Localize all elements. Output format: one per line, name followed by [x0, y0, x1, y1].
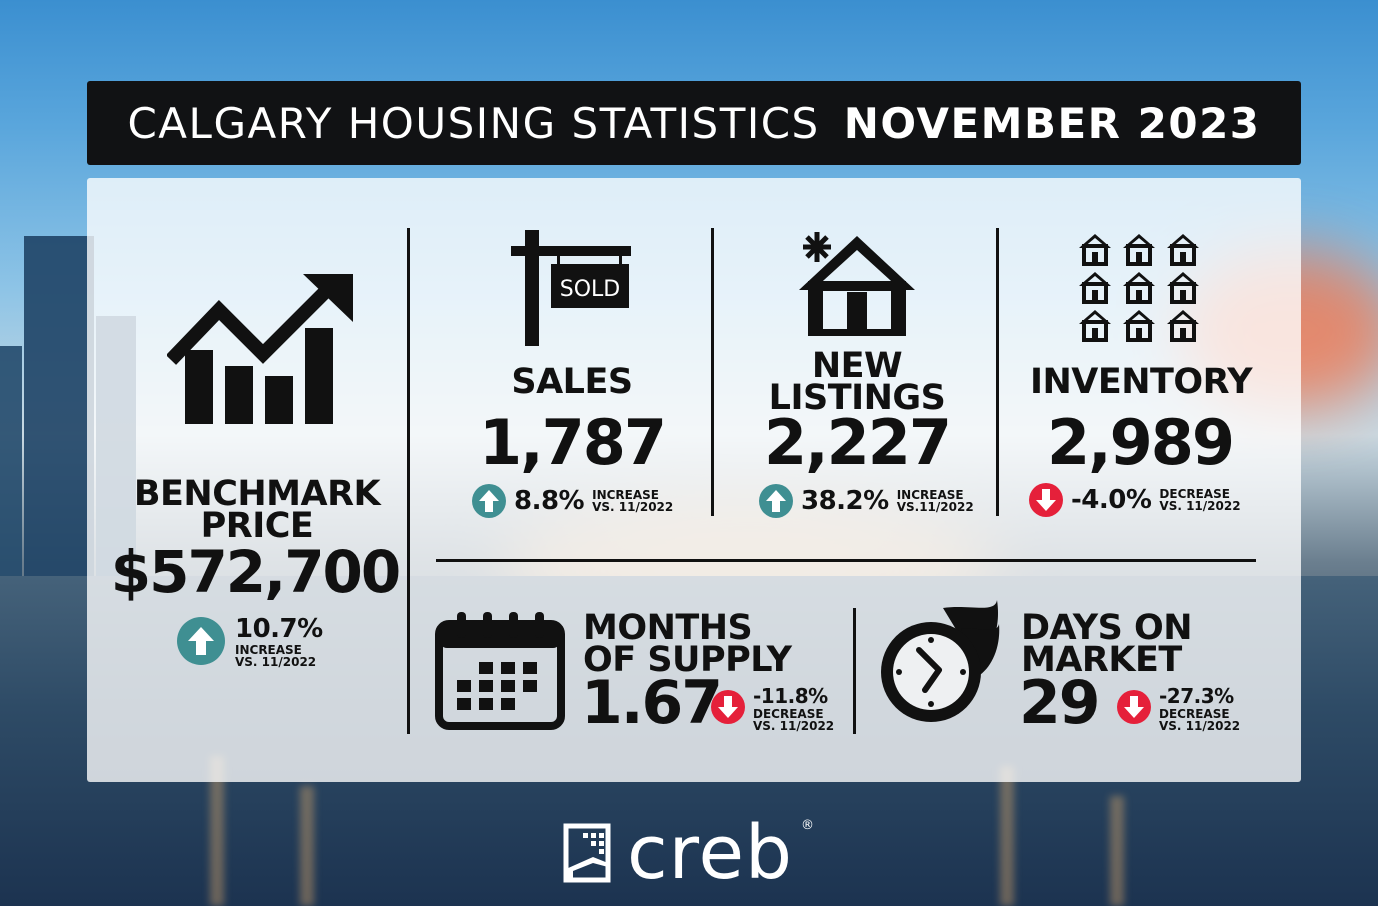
decrease-arrow-icon: [711, 690, 745, 724]
months-supply-label-2: OF SUPPLY: [583, 640, 792, 680]
divider-horizontal: [436, 559, 1256, 562]
new-listings-label: NEW: [811, 346, 903, 386]
divider-vertical: [996, 228, 999, 516]
divider-vertical: [853, 608, 856, 734]
days-on-market-compare: VS. 11/2022: [1159, 719, 1241, 733]
divider-vertical: [407, 228, 410, 734]
months-supply-label: MONTHS: [583, 608, 753, 648]
inventory-label: INVENTORY: [1029, 362, 1253, 402]
sales-note: INCREASE: [592, 488, 659, 502]
title-left: CALGARY HOUSING STATISTICS: [127, 98, 820, 148]
sales-label: SALES: [511, 362, 633, 402]
reflection: [300, 786, 314, 906]
title-date: NOVEMBER 2023: [843, 98, 1261, 148]
days-on-market-label: DAYS ON: [1021, 608, 1193, 648]
new-listings-value: 2,227: [763, 406, 952, 479]
reflection: [1000, 766, 1014, 906]
creb-logo-mark-icon: [563, 823, 611, 883]
divider-vertical: [711, 228, 714, 516]
days-on-market-label-2: MARKET: [1021, 640, 1182, 680]
months-supply-change: -11.8%: [753, 684, 828, 708]
benchmark-value: $572,700: [110, 538, 402, 606]
increase-arrow-icon: [177, 617, 225, 665]
sales-value: 1,787: [478, 406, 667, 479]
new-listings-compare: VS.11/2022: [896, 500, 974, 514]
building: [0, 346, 22, 576]
sales-compare: VS. 11/2022: [592, 500, 674, 514]
inventory-value: 2,989: [1046, 406, 1235, 479]
new-listings-change: 38.2%: [801, 486, 889, 516]
days-on-market-change: -27.3%: [1159, 684, 1234, 708]
trending-up-chart-icon: [167, 274, 353, 424]
building: [24, 236, 94, 576]
months-supply-compare: VS. 11/2022: [753, 719, 835, 733]
sold-sign-text: SOLD: [560, 277, 620, 302]
decrease-arrow-icon: [1029, 483, 1063, 517]
registered-mark: ®: [801, 818, 814, 833]
houses-grid-icon: [1077, 232, 1201, 342]
benchmark-change: 10.7%: [235, 614, 323, 644]
increase-arrow-icon: [759, 484, 793, 518]
stats-panel: BENCHMARK PRICE $572,700 10.7% INCREASE …: [87, 178, 1301, 782]
title-banner: CALGARY HOUSING STATISTICS NOVEMBER 2023: [87, 81, 1301, 165]
reflection: [210, 756, 224, 906]
sales-change: 8.8%: [514, 486, 585, 516]
months-supply-value: 1.67: [581, 668, 723, 738]
sold-sign-icon: SOLD: [511, 230, 631, 346]
creb-logo: creb ®: [563, 810, 814, 896]
decrease-arrow-icon: [1117, 690, 1151, 724]
benchmark-note: INCREASE: [235, 643, 302, 657]
benchmark-label: BENCHMARK: [133, 474, 381, 514]
months-supply-note: DECREASE: [753, 707, 824, 721]
increase-arrow-icon: [472, 484, 506, 518]
inventory-change: -4.0%: [1071, 485, 1152, 515]
benchmark-label-2: PRICE: [200, 506, 314, 546]
creb-wordmark: creb: [627, 810, 793, 896]
new-listings-label-2: LISTINGS: [768, 378, 946, 418]
calendar-icon: [435, 612, 565, 730]
fast-clock-icon: [881, 600, 1000, 722]
reflection: [1110, 796, 1124, 906]
inventory-note: DECREASE: [1159, 487, 1230, 501]
new-listings-note: INCREASE: [896, 488, 964, 502]
days-on-market-value: 29: [1019, 668, 1100, 738]
new-house-icon: [799, 232, 915, 336]
benchmark-compare: VS. 11/2022: [235, 655, 317, 669]
days-on-market-note: DECREASE: [1159, 707, 1230, 721]
inventory-compare: VS. 11/2022: [1159, 499, 1241, 513]
